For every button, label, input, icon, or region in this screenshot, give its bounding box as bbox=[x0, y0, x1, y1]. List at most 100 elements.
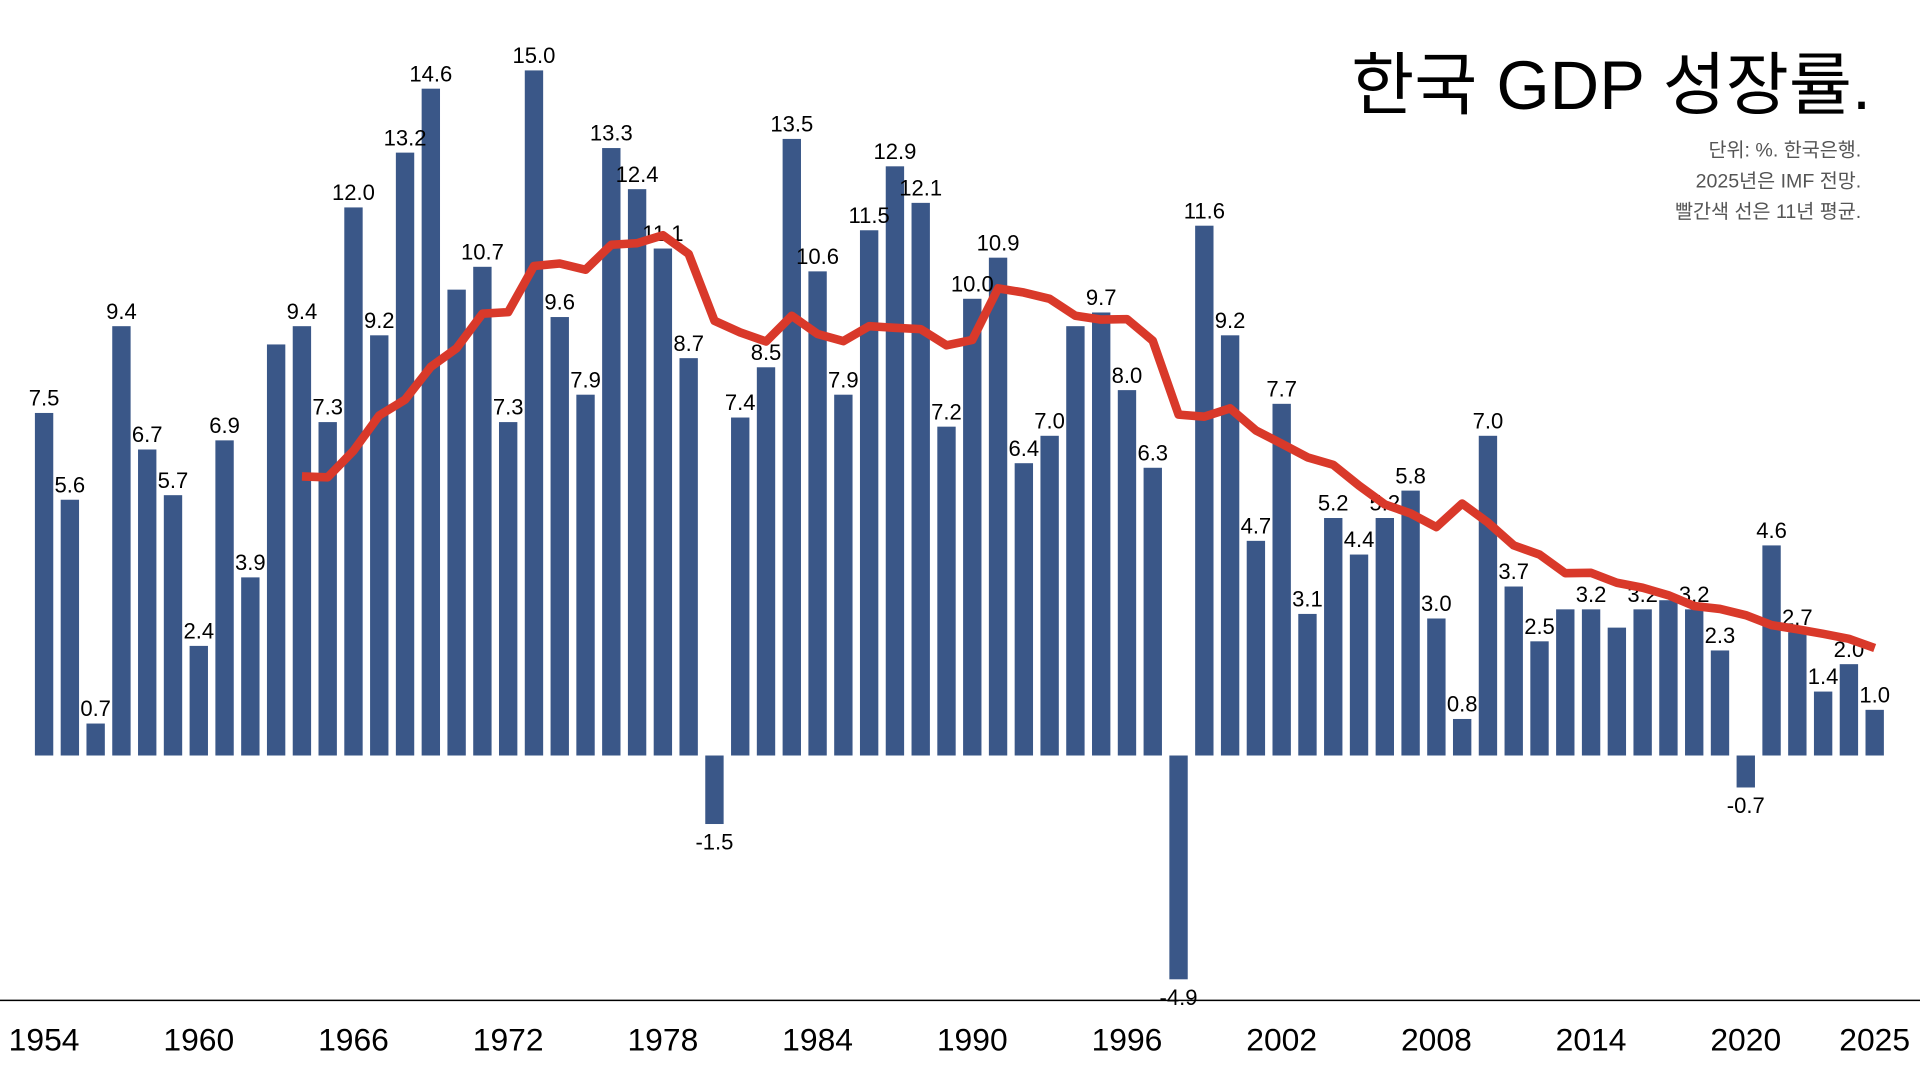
bar-1967 bbox=[370, 335, 389, 756]
bar-1955 bbox=[60, 499, 80, 756]
bar-2019 bbox=[1710, 650, 1730, 756]
bar-1982 bbox=[756, 367, 776, 756]
bar-1964 bbox=[292, 326, 312, 756]
bar-1987 bbox=[885, 166, 905, 756]
bar-1983 bbox=[782, 138, 801, 756]
bar-1957 bbox=[112, 326, 131, 756]
value-label-1967: 9.2 bbox=[364, 308, 395, 333]
value-label-2019: 2.3 bbox=[1705, 623, 1736, 648]
bar-1973 bbox=[524, 70, 544, 756]
note-source: 단위: %. 한국은행. bbox=[1709, 140, 1862, 162]
bar-1985 bbox=[834, 394, 853, 756]
value-label-1990: 10.0 bbox=[951, 271, 994, 296]
value-label-2011: 3.7 bbox=[1498, 559, 1529, 584]
x-tick-2025: 2025 bbox=[1839, 1022, 1910, 1058]
value-label-1986: 11.5 bbox=[849, 203, 890, 228]
bar-1978 bbox=[653, 248, 673, 756]
x-tick-1966: 1966 bbox=[318, 1022, 389, 1058]
value-label-1960: 2.4 bbox=[183, 619, 214, 644]
value-label-1973: 15.0 bbox=[513, 43, 556, 68]
value-label-1972: 7.3 bbox=[493, 395, 524, 420]
bar-1959 bbox=[163, 495, 183, 756]
value-label-1961: 6.9 bbox=[209, 413, 240, 438]
bar-2014 bbox=[1581, 609, 1601, 756]
value-label-1981: 7.4 bbox=[725, 390, 756, 415]
value-label-1997: 6.3 bbox=[1137, 440, 1168, 465]
value-label-2008: 3.0 bbox=[1421, 591, 1452, 616]
value-label-1968: 13.2 bbox=[384, 125, 427, 150]
value-label-2021: 4.6 bbox=[1756, 518, 1787, 543]
bar-1981 bbox=[731, 417, 750, 756]
bar-2017 bbox=[1659, 600, 1678, 756]
bars-layer bbox=[34, 70, 1884, 980]
bar-2010 bbox=[1478, 435, 1498, 756]
value-label-1996: 8.0 bbox=[1112, 363, 1143, 388]
value-label-1983: 13.5 bbox=[770, 112, 813, 137]
bar-2013 bbox=[1556, 609, 1575, 756]
value-label-1975: 7.9 bbox=[570, 367, 601, 392]
bar-2025 bbox=[1865, 709, 1884, 756]
value-label-1976: 13.3 bbox=[590, 121, 633, 146]
value-label-2002: 7.7 bbox=[1266, 376, 1297, 401]
value-label-1984: 10.6 bbox=[796, 244, 839, 269]
x-tick-1954: 1954 bbox=[9, 1022, 80, 1058]
value-label-1985: 7.9 bbox=[828, 367, 859, 392]
value-label-2009: 0.8 bbox=[1447, 692, 1478, 717]
value-label-2020: -0.7 bbox=[1727, 793, 1765, 818]
bar-1993 bbox=[1040, 435, 1059, 756]
bar-1962 bbox=[241, 577, 260, 756]
bar-1971 bbox=[473, 266, 492, 756]
x-tick-2020: 2020 bbox=[1710, 1022, 1781, 1058]
value-label-2012: 2.5 bbox=[1524, 614, 1555, 639]
value-label-2000: 9.2 bbox=[1215, 308, 1246, 333]
bar-2008 bbox=[1427, 618, 1446, 756]
value-label-1998: -4.9 bbox=[1160, 985, 1198, 1010]
bar-1997 bbox=[1143, 467, 1162, 756]
value-label-1992: 6.4 bbox=[1009, 436, 1040, 461]
bar-1956 bbox=[86, 723, 105, 756]
bar-2012 bbox=[1530, 641, 1549, 756]
bar-1986 bbox=[859, 230, 879, 756]
value-label-1962: 3.9 bbox=[235, 550, 266, 575]
value-label-2010: 7.0 bbox=[1473, 408, 1504, 433]
bar-2002 bbox=[1272, 403, 1291, 756]
value-label-2004: 5.2 bbox=[1318, 491, 1349, 516]
bar-2011 bbox=[1504, 586, 1523, 756]
bar-1996 bbox=[1117, 390, 1137, 756]
bar-2003 bbox=[1298, 613, 1317, 756]
value-label-1987: 12.9 bbox=[873, 139, 916, 164]
value-label-1956: 0.7 bbox=[80, 696, 111, 721]
bar-2007 bbox=[1401, 490, 1420, 756]
value-label-1966: 12.0 bbox=[332, 180, 375, 205]
value-label-1955: 5.6 bbox=[55, 472, 86, 497]
bar-2005 bbox=[1349, 554, 1369, 756]
value-label-2005: 4.4 bbox=[1344, 527, 1375, 552]
bar-1980 bbox=[705, 755, 724, 825]
bar-2016 bbox=[1633, 609, 1652, 756]
note-average: 빨간색 선은 11년 평균. bbox=[1675, 201, 1861, 223]
value-label-2023: 1.4 bbox=[1808, 664, 1839, 689]
bar-2015 bbox=[1607, 627, 1627, 756]
bar-1960 bbox=[189, 645, 208, 756]
value-label-1979: 8.7 bbox=[673, 331, 704, 356]
bar-2000 bbox=[1220, 335, 1240, 756]
value-label-1977: 12.4 bbox=[616, 162, 659, 187]
bar-1995 bbox=[1092, 312, 1111, 756]
bar-2021 bbox=[1762, 545, 1781, 756]
value-label-1995: 9.7 bbox=[1086, 285, 1117, 310]
value-label-2025: 1.0 bbox=[1859, 682, 1890, 707]
bar-1992 bbox=[1014, 463, 1034, 756]
x-tick-1990: 1990 bbox=[937, 1022, 1008, 1058]
x-tick-labels: 1954 1960 1966 1972 1978 1984 1990 1996 2002 2008… bbox=[9, 1022, 1910, 1058]
bar-2006 bbox=[1375, 518, 1394, 756]
value-label-1980: -1.5 bbox=[695, 830, 733, 855]
bar-1991 bbox=[988, 257, 1008, 756]
value-label-1974: 9.6 bbox=[544, 290, 575, 315]
bar-1979 bbox=[679, 358, 698, 756]
value-label-1969: 14.6 bbox=[409, 61, 452, 86]
bar-2024 bbox=[1839, 664, 1859, 756]
bar-1958 bbox=[138, 449, 157, 756]
bar-1969 bbox=[421, 88, 441, 756]
x-tick-1978: 1978 bbox=[627, 1022, 698, 1058]
value-label-1989: 7.2 bbox=[931, 399, 962, 424]
